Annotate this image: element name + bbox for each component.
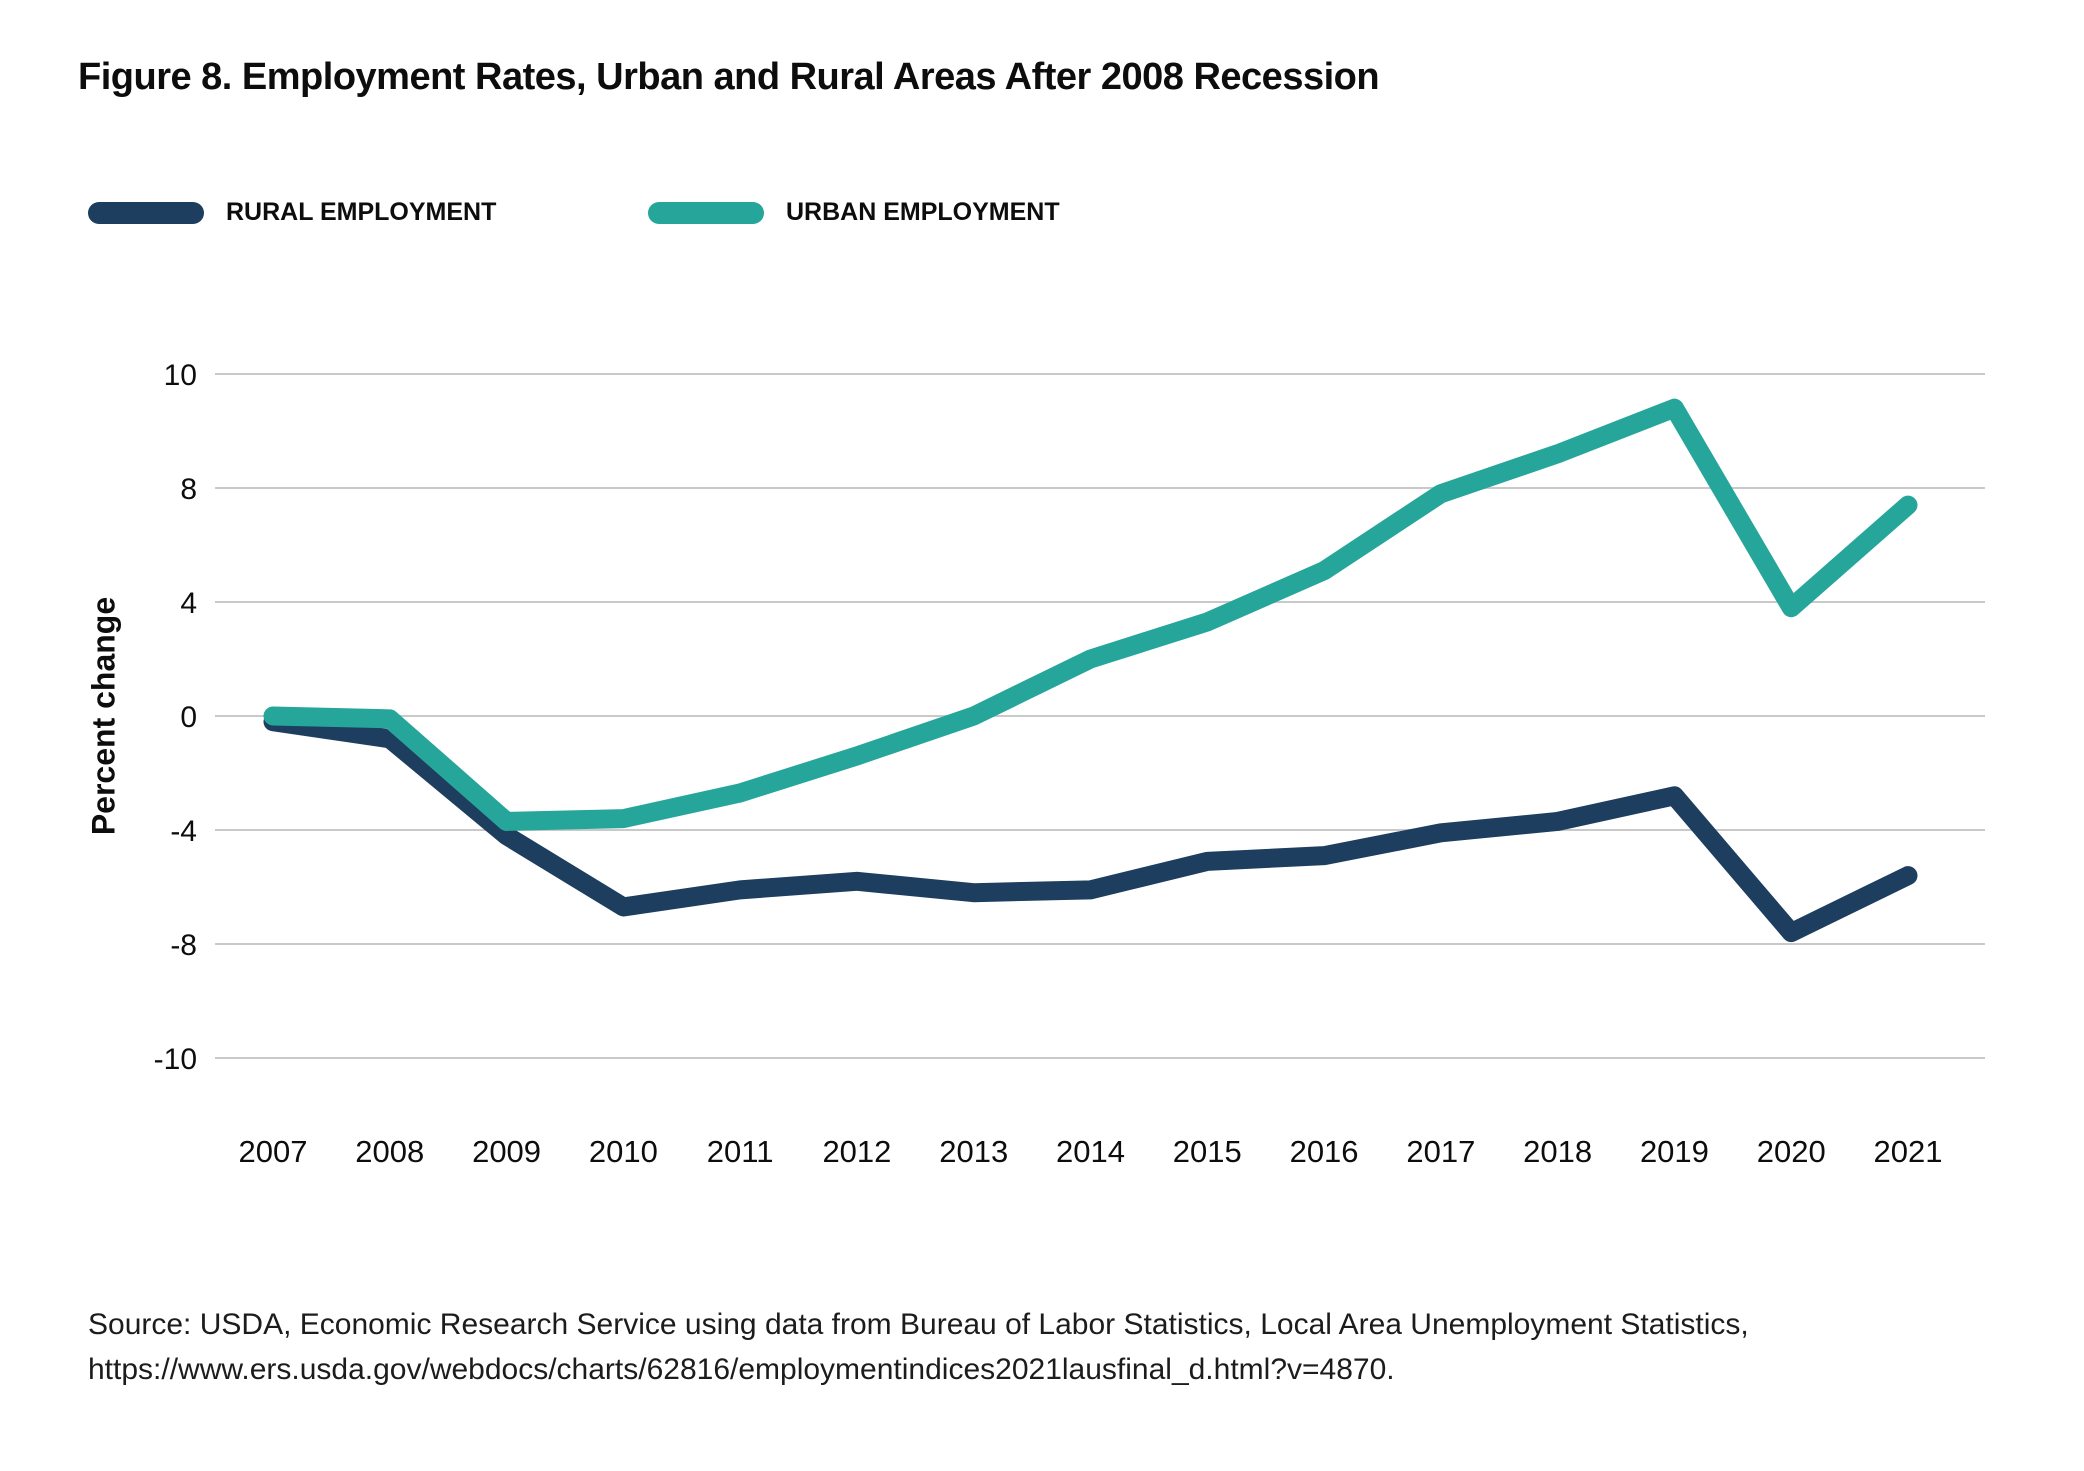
x-tick-label: 2020 [1757,1134,1826,1169]
source-line-2: https://www.ers.usda.gov/webdocs/charts/… [88,1353,1395,1386]
x-tick-label: 2007 [239,1134,308,1169]
series-line-rural-employment [263,712,1918,943]
x-tick-label: 2008 [355,1134,424,1169]
x-tick-label: 2021 [1874,1134,1943,1169]
legend-label-rural: RURAL EMPLOYMENT [226,198,497,226]
legend-label-urban: URBAN EMPLOYMENT [786,198,1060,226]
legend-item-urban: URBAN EMPLOYMENT [648,198,1060,227]
x-tick-label: 2016 [1290,1134,1359,1169]
x-tick-label: 2012 [822,1134,891,1169]
x-tick-label: 2019 [1640,1134,1709,1169]
source-line-1: Source: USDA, Economic Research Service … [88,1308,1749,1341]
y-tick-label: 0 [180,701,197,734]
y-tick-label: -8 [170,929,197,962]
x-tick-label: 2018 [1523,1134,1592,1169]
y-tick-label: 10 [164,359,197,392]
y-tick-label: -4 [170,815,197,848]
x-tick-label: 2010 [589,1134,658,1169]
rural-line-swatch [88,201,204,224]
chart-title: Figure 8. Employment Rates, Urban and Ru… [78,56,1380,98]
x-tick-label: 2015 [1173,1134,1242,1169]
x-tick-label: 2013 [939,1134,1008,1169]
urban-line-swatch [648,201,764,224]
legend-item-rural: RURAL EMPLOYMENT [88,198,496,227]
y-tick-label: 8 [180,473,197,506]
x-tick-label: 2014 [1056,1134,1125,1169]
series-line-urban-employment [263,398,1918,831]
y-tick-label: 4 [180,587,197,620]
x-tick-label: 2017 [1406,1134,1475,1169]
y-tick-label: -10 [154,1043,197,1076]
x-tick-label: 2011 [707,1134,774,1169]
x-tick-label: 2009 [472,1134,541,1169]
source-note: Source: USDA, Economic Research Service … [88,1302,1749,1392]
